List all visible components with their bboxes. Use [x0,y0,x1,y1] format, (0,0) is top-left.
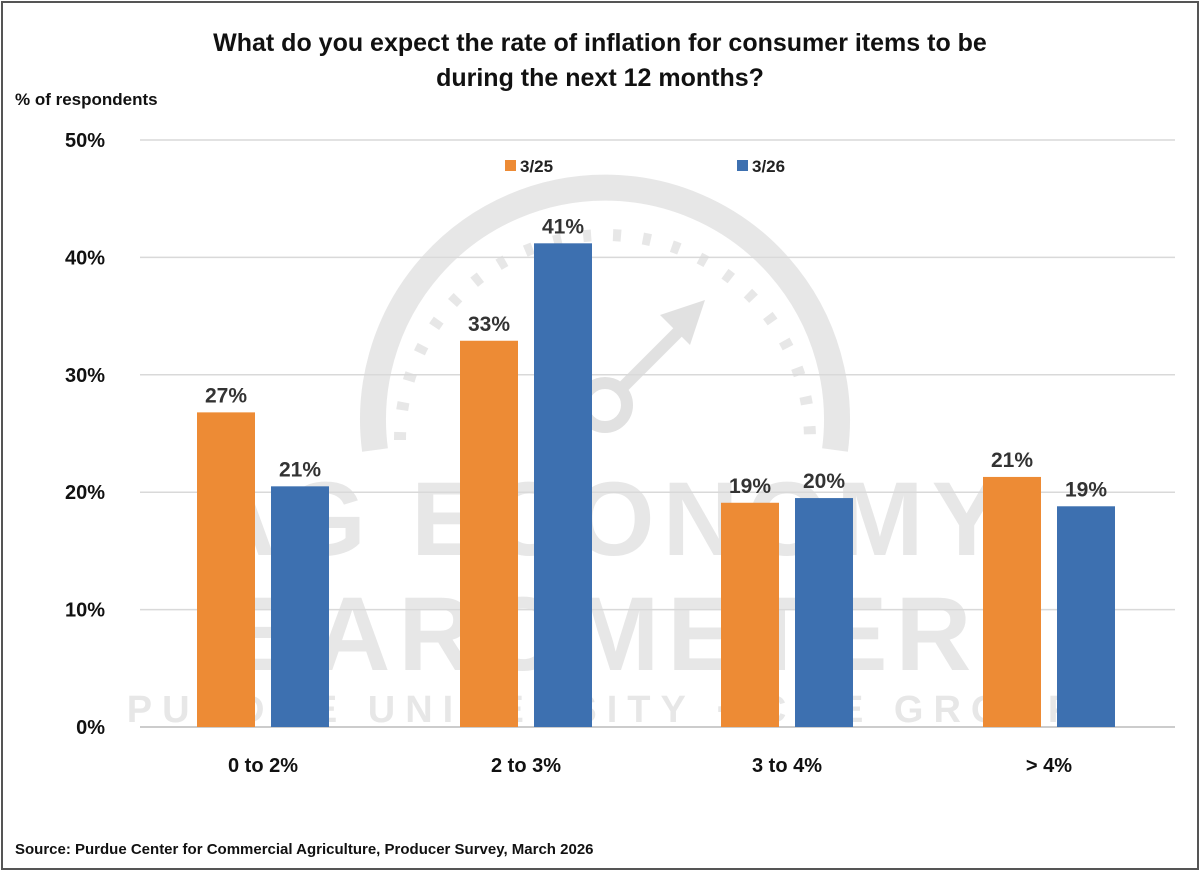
data-label: 20% [803,470,845,493]
y-tick-label: 40% [65,247,105,269]
x-tick-label: > 4% [1026,755,1072,777]
legend-swatch [505,160,516,171]
bar-3-26-3 [1057,506,1115,727]
data-label: 21% [279,458,321,481]
bar-3-25-1 [460,340,518,727]
y-tick-label: 0% [76,717,105,739]
bar-3-25-2 [721,502,779,727]
bar-3-26-0 [271,486,329,727]
data-label: 21% [991,449,1033,472]
gauge-arc [360,174,850,452]
data-label: 27% [205,384,247,407]
x-tick-label: 2 to 3% [491,755,561,777]
bar-3-26-1 [534,243,592,727]
y-tick-label: 10% [65,600,105,622]
bar-3-26-2 [795,498,853,727]
svg-text:AG ECONOMY: AG ECONOMY [200,461,1009,578]
source-note: Source: Purdue Center for Commercial Agr… [15,841,594,858]
data-label: 33% [468,313,510,336]
bar-3-25-3 [983,476,1041,727]
x-tick-label: 3 to 4% [752,755,822,777]
y-tick-label: 50% [65,130,105,152]
y-tick-label: 20% [65,482,105,504]
svg-text:PURDUE UNIVERSITY · CME GROUP: PURDUE UNIVERSITY · CME GROUP [127,689,1083,731]
svg-text:BAROMETER: BAROMETER [231,576,980,693]
chart-title-line-2: during the next 12 months? [436,64,764,92]
gauge-ticks [394,229,816,441]
data-label: 19% [1065,478,1107,501]
gauge-needle [615,315,695,395]
bar-3-25-0 [197,412,255,727]
chart-title-line-1: What do you expect the rate of inflation… [213,29,987,57]
data-label: 19% [729,475,771,498]
y-axis-label: % of respondents [15,90,158,109]
y-tick-label: 30% [65,365,105,387]
legend-label: 3/25 [520,157,553,176]
x-tick-label: 0 to 2% [228,755,298,777]
gauge-needle-head [660,300,705,345]
legend-swatch [737,160,748,171]
data-label: 41% [542,215,584,238]
ag-economy-barometer-watermark: AG ECONOMY BAROMETER PURDUE UNIVERSITY ·… [127,174,1083,731]
chart-title: What do you expect the rate of inflation… [0,26,1200,96]
legend-label: 3/26 [752,157,785,176]
